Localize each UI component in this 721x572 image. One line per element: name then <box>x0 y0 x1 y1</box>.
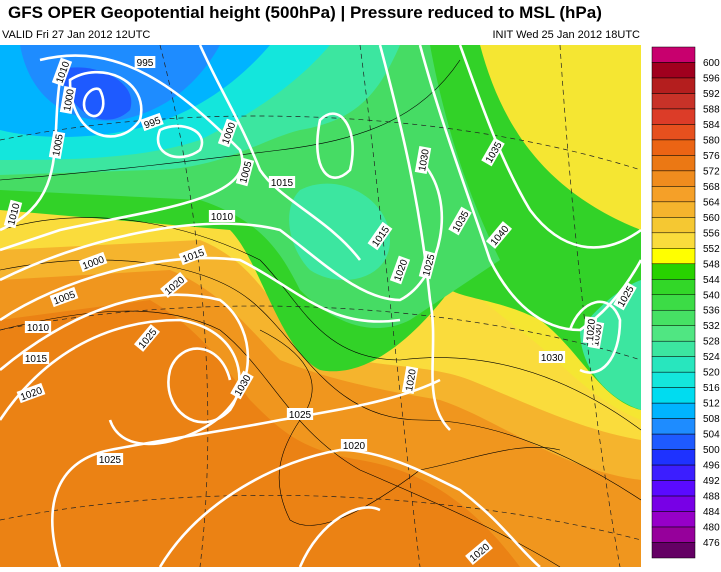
valid-time: VALID Fri 27 Jan 2012 12UTC <box>2 29 150 41</box>
isobar-text: 1010 <box>27 323 50 334</box>
colorbar-box <box>651 309 696 326</box>
title: GFS OPER Geopotential height (500hPa) | … <box>8 3 602 22</box>
colorbar-box <box>651 325 696 342</box>
colorbar-label: 572 <box>703 166 720 177</box>
colorbar-box <box>651 356 696 373</box>
isobar-text: 1020 <box>585 318 598 342</box>
colorbar-box <box>651 232 696 249</box>
colorbar-label: 540 <box>703 290 720 301</box>
colorbar-box <box>651 371 696 388</box>
colorbar-label: 568 <box>703 182 720 193</box>
isobar-text: 1015 <box>25 354 48 365</box>
colorbar-label: 488 <box>703 492 720 503</box>
colorbar-label: 508 <box>703 414 720 425</box>
colorbar-box <box>651 294 696 311</box>
isobar-text: 1005 <box>51 133 66 157</box>
colorbar-box <box>651 263 696 280</box>
isobar-label: 1000 <box>59 86 77 114</box>
map <box>0 45 641 567</box>
isobar-label: 1020 <box>582 316 598 344</box>
isobar-label: 1025 <box>96 453 124 466</box>
colorbar-label: 536 <box>703 306 720 317</box>
colorbar-box <box>651 449 696 466</box>
colorbar-label: 584 <box>703 120 720 131</box>
colorbar-label: 560 <box>703 213 720 224</box>
isobar-label: 1020 <box>401 366 419 394</box>
colorbar-label: 528 <box>703 337 720 348</box>
colorbar-box <box>651 93 696 110</box>
colorbar-box <box>651 170 696 187</box>
isobar-text: 1000 <box>62 88 77 112</box>
colorbar-box <box>651 511 696 528</box>
colorbar-label: 504 <box>703 430 720 441</box>
colorbar-label: 516 <box>703 383 720 394</box>
colorbar-box <box>651 46 696 63</box>
colorbar-label: 524 <box>703 352 720 363</box>
colorbar-label: 496 <box>703 461 720 472</box>
colorbar-box <box>651 402 696 419</box>
colorbar-label: 500 <box>703 445 720 456</box>
isobar-label: 1010 <box>208 210 236 223</box>
isobar-label: 1015 <box>22 352 50 365</box>
colorbar-box <box>651 186 696 203</box>
colorbar-label: 544 <box>703 275 720 286</box>
colorbar-box <box>651 433 696 450</box>
colorbar-label: 520 <box>703 368 720 379</box>
colorbar-label: 576 <box>703 151 720 162</box>
colorbar-label: 596 <box>703 73 720 84</box>
colorbar-box <box>651 418 696 435</box>
colorbar-box <box>651 124 696 141</box>
colorbar-box <box>651 139 696 156</box>
colorbar-box <box>651 340 696 357</box>
isobar-label: 1010 <box>24 321 52 334</box>
colorbar-box <box>651 217 696 234</box>
colorbar-label: 580 <box>703 135 720 146</box>
colorbar-box <box>651 108 696 125</box>
isobar-text: 1030 <box>417 148 432 172</box>
colorbar-box <box>651 387 696 404</box>
colorbar-label: 476 <box>703 538 720 549</box>
colorbar-label: 564 <box>703 197 720 208</box>
isobar-label: 1005 <box>48 131 66 159</box>
colorbar-box <box>651 542 696 559</box>
colorbar-label: 600 <box>703 58 720 69</box>
isobar-text: 1020 <box>343 441 366 452</box>
isobar-text: 1030 <box>541 353 564 364</box>
colorbar-box <box>651 526 696 543</box>
isobar-text: 1025 <box>99 455 122 466</box>
colorbar-label: 484 <box>703 507 720 518</box>
isobar-text: 1010 <box>211 212 234 223</box>
colorbar-box <box>651 495 696 512</box>
colorbar-box <box>651 480 696 497</box>
isobar-text: 995 <box>137 58 154 69</box>
colorbar-label: 552 <box>703 244 720 255</box>
isobar-label: 1030 <box>414 146 432 174</box>
colorbar-box <box>651 464 696 481</box>
colorbar-label: 548 <box>703 259 720 270</box>
isobar-text: 1020 <box>404 368 419 392</box>
isobar-label: 1025 <box>286 408 314 421</box>
colorbar-box <box>651 62 696 79</box>
colorbar-box <box>651 155 696 172</box>
colorbar-label: 588 <box>703 104 720 115</box>
isobar-label: 1015 <box>268 176 296 189</box>
colorbar: 600 596 592 588 584 580 576 572 568 564 560 556 552 5… <box>651 46 720 559</box>
colorbar-label: 556 <box>703 228 720 239</box>
colorbar-box <box>651 201 696 218</box>
colorbar-label: 512 <box>703 399 720 410</box>
isobar-label: 1030 <box>538 351 566 364</box>
isobar-text: 1025 <box>289 410 312 421</box>
isobar-text: 1015 <box>271 178 294 189</box>
colorbar-label: 532 <box>703 321 720 332</box>
init-time: INIT Wed 25 Jan 2012 18UTC <box>492 29 640 41</box>
isobar-label: 1020 <box>340 439 368 452</box>
colorbar-label: 492 <box>703 476 720 487</box>
isobar-label: 995 <box>134 56 156 69</box>
colorbar-label: 480 <box>703 523 720 534</box>
colorbar-box <box>651 279 696 296</box>
colorbar-box <box>651 248 696 265</box>
colorbar-label: 592 <box>703 89 720 100</box>
colorbar-box <box>651 77 696 94</box>
